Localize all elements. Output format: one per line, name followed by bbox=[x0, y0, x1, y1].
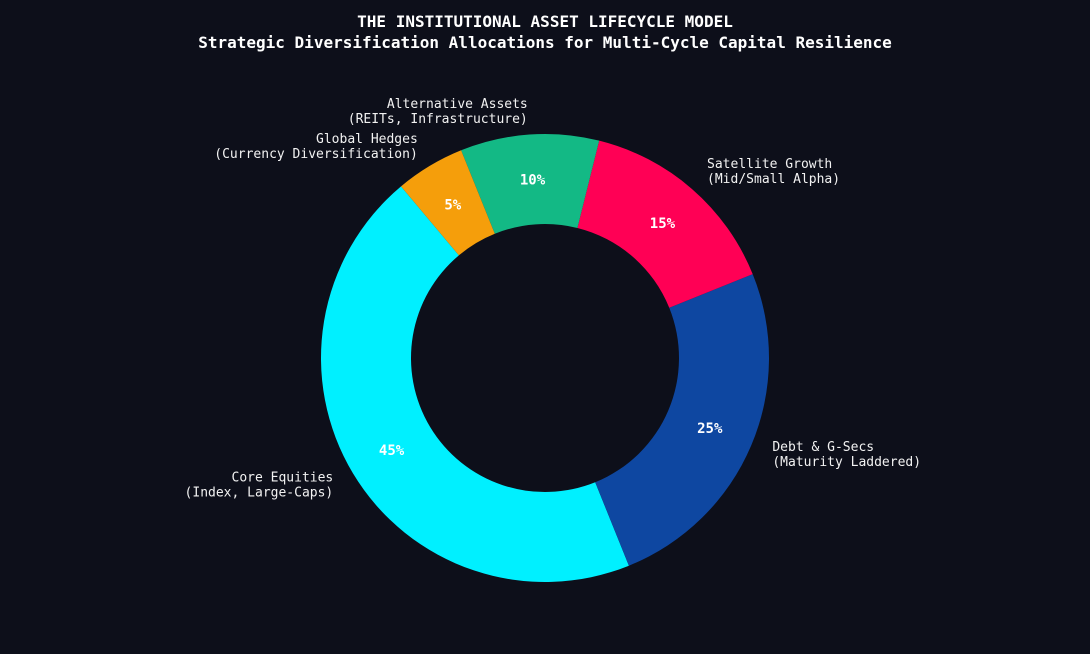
category-label-line1: Satellite Growth bbox=[707, 157, 832, 172]
category-label: Debt & G-Secs (Maturity Laddered) bbox=[772, 440, 921, 470]
category-label: Global Hedges (Currency Diversification) bbox=[214, 132, 418, 162]
category-label-line1: Global Hedges bbox=[316, 132, 418, 147]
pct-label: 10% bbox=[520, 172, 546, 188]
category-label-line2: (REITs, Infrastructure) bbox=[348, 112, 528, 127]
category-label-line2: (Maturity Laddered) bbox=[772, 455, 921, 470]
chart-subtitle: Strategic Diversification Allocations fo… bbox=[198, 33, 892, 52]
category-label-line2: (Mid/Small Alpha) bbox=[707, 172, 840, 187]
category-label: Alternative Assets (REITs, Infrastructure… bbox=[348, 97, 528, 127]
chart-title: THE INSTITUTIONAL ASSET LIFECYCLE MODEL bbox=[357, 12, 733, 31]
category-label-line1: Debt & G-Secs bbox=[772, 440, 874, 455]
pct-label: 25% bbox=[697, 421, 723, 437]
slices-group bbox=[321, 134, 769, 582]
slice-alternative-assets bbox=[461, 134, 600, 234]
category-label-line2: (Index, Large-Caps) bbox=[185, 486, 334, 501]
slice-global-hedges bbox=[401, 150, 495, 256]
category-label: Core Equities (Index, Large-Caps) bbox=[185, 471, 334, 501]
slice-satellite-growth bbox=[577, 140, 753, 308]
category-label: Satellite Growth (Mid/Small Alpha) bbox=[707, 157, 840, 187]
slice-debt-g-secs bbox=[595, 274, 769, 566]
labels-group: 45% Core Equities (Index, Large-Caps) 25% De… bbox=[185, 97, 922, 501]
pct-label: 5% bbox=[444, 198, 461, 214]
category-label-line2: (Currency Diversification) bbox=[214, 147, 418, 162]
category-label-line1: Core Equities bbox=[232, 471, 334, 486]
category-label-line1: Alternative Assets bbox=[387, 97, 528, 112]
pct-label: 15% bbox=[650, 216, 676, 232]
pct-label: 45% bbox=[379, 443, 405, 459]
slice-core-equities bbox=[321, 186, 629, 582]
